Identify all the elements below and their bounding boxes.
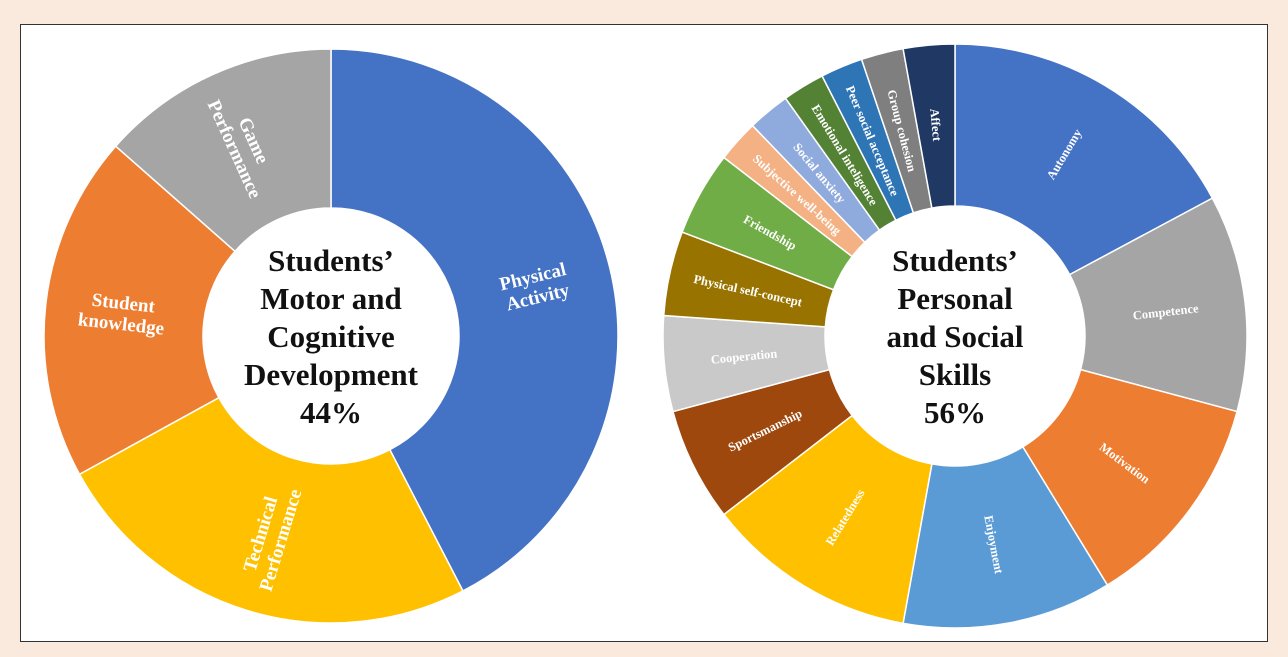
slice-label-affect: Affect	[927, 108, 944, 143]
donut-hole	[203, 208, 459, 464]
donut-hole	[825, 206, 1085, 466]
donut-charts: PhysicalActivityTechnicalPerformanceStud…	[43, 43, 1248, 629]
donut-chart-2: AutonomyCompetenceMotivationEnjoymentRel…	[662, 43, 1248, 629]
center-title: Students’ Motor and Cognitive Development 44…	[244, 243, 419, 430]
center-title: Students’ Personal and Social Skills 56%	[887, 243, 1024, 430]
donut-chart-1: PhysicalActivityTechnicalPerformanceStud…	[43, 48, 619, 624]
slice-label-cooperation: Cooperation	[710, 346, 778, 366]
figure-frame: PhysicalActivity TechnicalPerformance Stud…	[20, 24, 1268, 642]
